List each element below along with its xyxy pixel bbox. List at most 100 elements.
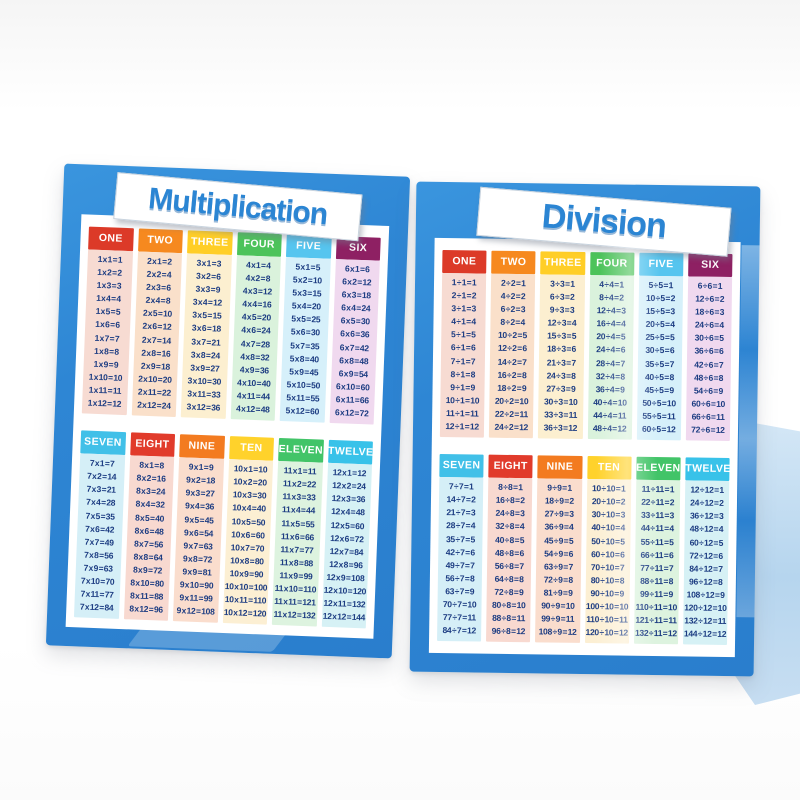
fact-row: 18 ÷ 9 = 2 [544, 495, 574, 507]
fact-row: 120 ÷ 12 = 10 [684, 602, 727, 613]
fact-row: 99 ÷ 9 = 11 [541, 613, 575, 624]
fact-row: 77 ÷ 7 = 11 [442, 612, 476, 623]
fact-row: 72 ÷ 9 = 8 [543, 574, 573, 585]
fact-row: 27 ÷ 3 = 9 [546, 383, 576, 394]
column-header-four: FOUR [236, 232, 282, 257]
fact-row: 22 ÷ 2 = 11 [494, 408, 528, 420]
fact-row: 18 ÷ 3 = 6 [546, 343, 577, 355]
fact-row: 84 ÷ 12 = 7 [689, 563, 723, 574]
fact-row: 110 ÷ 11 = 10 [635, 601, 678, 613]
table-column-eleven: ELEVEN 11 ÷ 11 = 1 22 ÷ 11 = 2 33 ÷ 11 = 3 4… [633, 456, 681, 645]
fact-row: 10 x 12 = 120 [223, 607, 267, 619]
fact-row: 80 ÷ 10 = 8 [590, 574, 625, 586]
fact-row: 20 ÷ 10 = 2 [591, 496, 626, 507]
fact-row: 54 ÷ 9 = 6 [544, 548, 574, 559]
fact-row: 8 x 12 = 96 [129, 603, 163, 615]
fact-row: 30 ÷ 3 = 10 [544, 396, 578, 407]
fact-row: 96 ÷ 12 = 8 [689, 576, 723, 587]
table-group-seven-to-twelve: SEVEN 7 ÷ 7 = 1 14 ÷ 7 = 2 21 ÷ 7 = 3 28 ÷ 7… [437, 454, 731, 646]
column-header-two: TWO [491, 250, 536, 275]
fact-row: 50 ÷ 5 = 10 [642, 397, 676, 409]
fact-row: 100 ÷ 10 = 10 [585, 601, 629, 612]
fact-row: 8 x 5 = 40 [134, 512, 165, 524]
column-strip-eleven: 11 ÷ 11 = 1 22 ÷ 11 = 2 33 ÷ 11 = 3 44 ÷ 11… [633, 479, 681, 645]
fact-row: 12 x 6 = 72 [330, 532, 364, 544]
column-header-five: FIVE [638, 252, 684, 277]
column-strip-eight: 8 ÷ 8 = 1 16 ÷ 8 = 2 24 ÷ 8 = 3 32 ÷ 8 = 4 4… [486, 477, 533, 643]
column-header-nine: NINE [179, 434, 225, 459]
fact-row: 1 ÷ 1 = 1 [451, 277, 477, 288]
fact-row: 12 ÷ 12 = 1 [690, 484, 724, 496]
table-column-five: FIVE 5 ÷ 5 = 1 10 ÷ 5 = 2 15 ÷ 5 = 3 20 ÷ 5 … [636, 252, 684, 441]
table-column-twelve: TWELVE 12 x 1 = 12 12 x 2 = 24 12 x 3 = 36 1… [321, 440, 374, 629]
fact-row: 20 ÷ 5 = 4 [645, 319, 675, 330]
column-strip-three: 3 ÷ 3 = 1 6 ÷ 3 = 2 9 ÷ 3 = 3 12 ÷ 3 = 4 15 … [538, 274, 585, 440]
column-header-three: THREE [187, 230, 233, 256]
column-strip-ten: 10 x 1 = 10 10 x 2 = 20 10 x 3 = 30 10 x 4 … [222, 459, 274, 625]
fact-row: 36 ÷ 3 = 12 [543, 422, 578, 433]
fact-row: 40 ÷ 10 = 4 [591, 522, 625, 533]
fact-row: 10 x 6 = 60 [231, 528, 265, 541]
column-header-ten: TEN [586, 456, 632, 480]
fact-row: 36 ÷ 6 = 6 [694, 345, 724, 357]
fact-row: 8 ÷ 8 = 1 [498, 481, 523, 493]
fact-row: 44 ÷ 11 = 4 [640, 523, 674, 534]
fact-row: 6 x 7 = 42 [339, 341, 369, 353]
table-column-four: FOUR 4 ÷ 4 = 1 8 ÷ 4 = 2 12 ÷ 4 = 3 16 ÷ 4 =… [587, 252, 635, 440]
table-column-three: THREE 3 ÷ 3 = 1 6 ÷ 3 = 2 9 ÷ 3 = 3 12 ÷ 3 =… [538, 251, 585, 440]
fact-row: 30 ÷ 10 = 3 [591, 509, 626, 520]
fact-row: 60 ÷ 6 = 10 [691, 398, 726, 409]
fact-row: 15 ÷ 5 = 3 [645, 306, 675, 317]
fact-row: 44 ÷ 4 = 11 [593, 410, 627, 421]
column-header-one: ONE [442, 249, 487, 274]
fact-row: 40 ÷ 8 = 5 [495, 534, 525, 545]
fact-row: 22 ÷ 11 = 2 [641, 497, 675, 508]
table-column-ten: TEN 10 ÷ 10 = 1 20 ÷ 10 = 2 30 ÷ 10 = 3 40 ÷… [584, 456, 632, 644]
fact-row: 16 ÷ 2 = 8 [497, 369, 527, 380]
fact-row: 36 ÷ 9 = 4 [544, 521, 574, 533]
fact-row: 32 ÷ 4 = 8 [595, 370, 625, 382]
column-header-two: TWO [137, 228, 183, 254]
fact-row: 2 ÷ 1 = 2 [451, 290, 477, 301]
column-header-four: FOUR [589, 252, 635, 276]
fact-row: 66 ÷ 6 = 11 [691, 411, 725, 422]
fact-row: 72 ÷ 12 = 6 [689, 550, 723, 561]
fact-row: 72 ÷ 8 = 9 [494, 586, 524, 598]
fact-row: 4 x 6 = 24 [241, 324, 271, 337]
fact-row: 2 x 6 = 12 [142, 321, 172, 333]
column-strip-one: 1 ÷ 1 = 1 2 ÷ 1 = 2 3 ÷ 1 = 3 4 ÷ 1 = 4 5 ÷ … [439, 272, 487, 438]
fact-row: 60 ÷ 5 = 12 [641, 423, 676, 435]
column-header-twelve: TWELVE [327, 440, 374, 465]
fact-row: 33 ÷ 11 = 3 [641, 510, 675, 521]
fact-row: 6 x 12 = 72 [334, 407, 369, 419]
fact-row: 6 x 6 = 36 [340, 328, 370, 340]
fact-row: 77 ÷ 11 = 7 [640, 562, 674, 573]
column-header-eleven: ELEVEN [635, 456, 681, 481]
fact-row: 48 ÷ 6 = 8 [694, 372, 724, 383]
fact-row: 10 ÷ 10 = 1 [591, 483, 626, 494]
column-strip-twelve: 12 ÷ 12 = 1 24 ÷ 12 = 2 36 ÷ 12 = 3 48 ÷ 12… [682, 480, 730, 646]
table-column-eleven: ELEVEN 11 x 1 = 11 11 x 2 = 22 11 x 3 = 33 1… [271, 438, 324, 627]
fact-row: 12 x 5 = 60 [330, 519, 365, 531]
fact-row: 6 x 8 = 48 [339, 354, 369, 367]
fact-row: 81 ÷ 9 = 9 [543, 587, 573, 598]
column-header-eight: EIGHT [129, 432, 176, 458]
column-strip-ten: 10 ÷ 10 = 1 20 ÷ 10 = 2 30 ÷ 10 = 3 40 ÷ 10… [584, 479, 631, 644]
fact-row: 18 ÷ 6 = 3 [695, 306, 725, 318]
fact-row: 4 ÷ 2 = 2 [500, 290, 526, 302]
fact-row: 24 ÷ 3 = 8 [546, 370, 576, 381]
column-strip-twelve: 12 x 1 = 12 12 x 2 = 24 12 x 3 = 36 12 x 4 … [321, 462, 373, 629]
fact-row: 8 ÷ 4 = 2 [599, 292, 624, 303]
fact-row: 4 x 7 = 28 [240, 338, 271, 350]
fact-row: 8 ÷ 2 = 4 [500, 317, 526, 328]
